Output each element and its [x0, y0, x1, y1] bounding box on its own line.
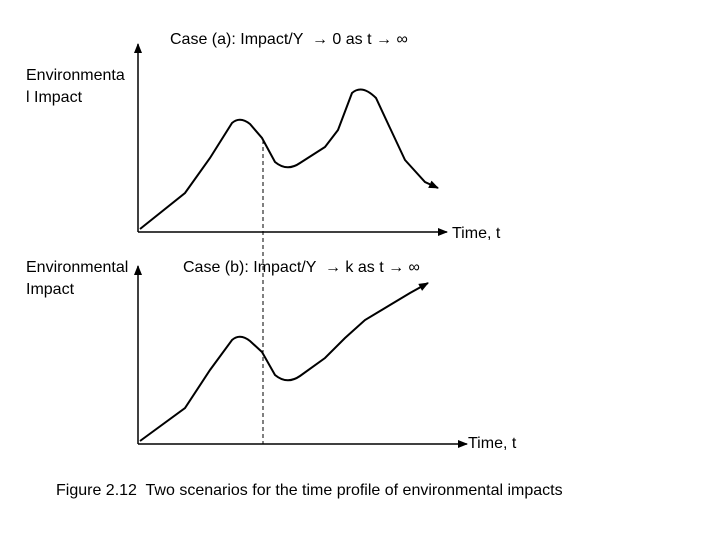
- figure-caption: Figure 2.12 Two scenarios for the time p…: [56, 482, 563, 499]
- panel-b-y-label-line2: Impact: [26, 281, 75, 298]
- panel-a-x-label: Time, t: [452, 225, 501, 242]
- panel-a-y-label-line2: l Impact: [26, 89, 83, 106]
- panel-b-x-label: Time, t: [468, 435, 517, 452]
- panel-a-curve: [139, 88, 439, 230]
- panel-a-y-label-line1: Environmenta: [26, 67, 125, 84]
- panel-b-title: Case (b): Impact/Y → k as t → ∞: [183, 259, 420, 276]
- panel-b-curve: [139, 282, 429, 442]
- panel-a-title: Case (a): Impact/Y → 0 as t → ∞: [170, 31, 408, 48]
- panel-b-y-label-line1: Environmental: [26, 259, 129, 276]
